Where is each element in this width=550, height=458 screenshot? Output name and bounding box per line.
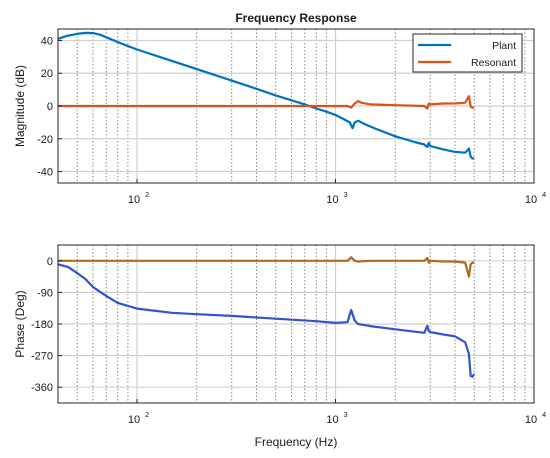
phase-series-line-1 xyxy=(57,263,476,378)
magnitude-x-tick-exponent: 3 xyxy=(343,190,347,199)
phase-y-tick-label: -180 xyxy=(31,319,53,331)
phase-y-tick-label: -270 xyxy=(31,351,53,363)
phase-x-tick-label: 10 xyxy=(326,414,338,426)
frequency-x-label: Frequency (Hz) xyxy=(255,435,338,449)
phase-x-tick-label: 10 xyxy=(525,414,537,426)
phase-x-tick-label: 10 xyxy=(128,414,140,426)
magnitude-axes: Frequency Response Magnitude (dB) 40 20 0 -… xyxy=(13,11,546,206)
phase-y-tick-label: 0 xyxy=(47,256,53,268)
magnitude-y-tick-label: -20 xyxy=(37,134,53,146)
phase-series-line-2 xyxy=(58,256,475,278)
magnitude-y-label: Magnitude (dB) xyxy=(13,65,27,147)
magnitude-x-tick-label: 10 xyxy=(525,194,537,206)
phase-y-tick-label: -90 xyxy=(37,287,53,299)
legend-label-1: Plant xyxy=(492,40,516,52)
magnitude-y-tick-label: 20 xyxy=(41,68,53,80)
phase-x-tick-exponent: 4 xyxy=(542,410,546,419)
magnitude-series-line-1 xyxy=(57,31,475,160)
phase-x-tick-exponent: 2 xyxy=(145,410,149,419)
magnitude-x-tick-label: 10 xyxy=(326,194,338,206)
magnitude-x-tick-exponent: 4 xyxy=(542,190,546,199)
phase-axes: Phase (Deg) Frequency (Hz) 0 -90 -180 -270 -… xyxy=(13,244,546,449)
phase-x-tick-exponent: 3 xyxy=(343,410,347,419)
phase-y-tick-label: -360 xyxy=(31,382,53,394)
chart-title: Frequency Response xyxy=(235,11,357,25)
magnitude-x-tick-exponent: 2 xyxy=(145,190,149,199)
magnitude-y-tick-label: 0 xyxy=(47,101,53,113)
phase-y-label: Phase (Deg) xyxy=(13,290,27,357)
legend-label-2: Resonant xyxy=(471,57,516,69)
magnitude-series-line-2 xyxy=(58,95,475,110)
magnitude-y-tick-label: 40 xyxy=(41,35,53,47)
magnitude-x-tick-label: 10 xyxy=(128,194,140,206)
legend: Plant Resonant xyxy=(412,33,523,73)
legend-box xyxy=(412,33,523,73)
magnitude-y-tick-label: -40 xyxy=(37,167,53,179)
